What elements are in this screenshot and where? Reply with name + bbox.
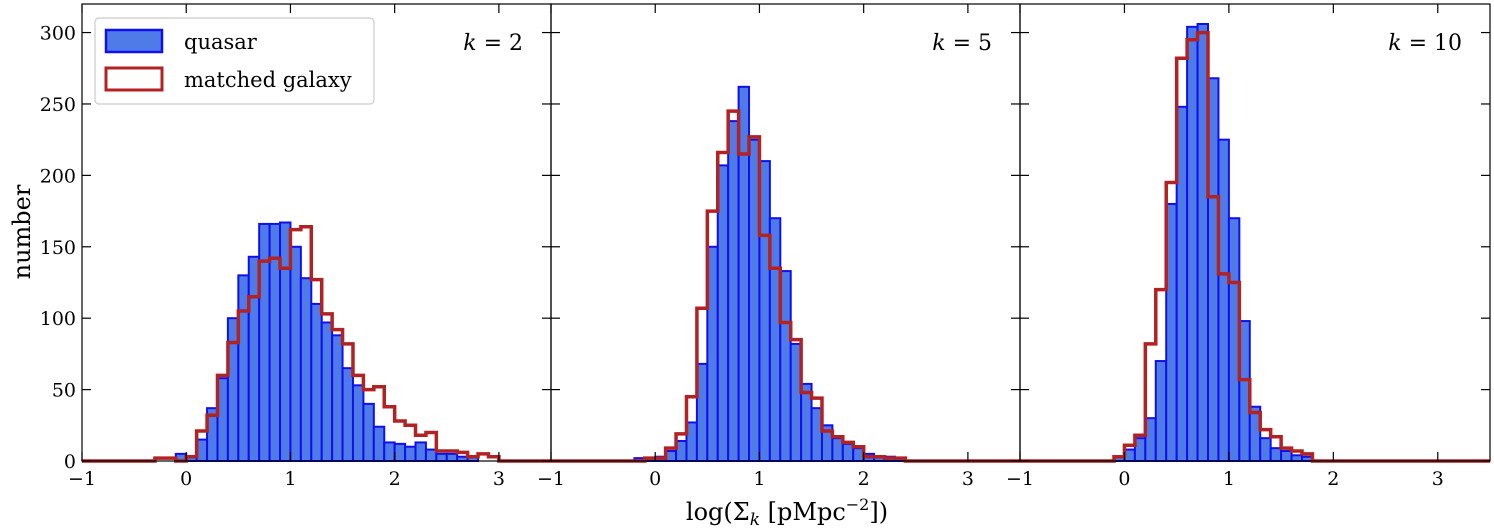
y-tick-label: 100 [40, 308, 76, 330]
legend-swatch-matched-galaxy [104, 66, 164, 92]
panel-label: k = 10 [1388, 31, 1462, 56]
quasar-bar [320, 321, 334, 462]
quasar-bar [289, 245, 302, 462]
quasar-histogram [174, 221, 480, 463]
matched-galaxy-histogram [551, 109, 1020, 463]
x-tick-label: −1 [68, 468, 96, 490]
panel-label-var: k [932, 31, 945, 56]
panel-label-var: k [1388, 31, 1401, 56]
x-axis-title-prefix: log(Σ [686, 498, 750, 526]
quasar-bar [372, 425, 386, 463]
y-axis-title: number [8, 184, 36, 279]
panel-label-value: = 5 [946, 31, 992, 56]
quasar-bar [404, 445, 417, 462]
y-tick-label: 150 [40, 237, 76, 259]
y-tick-label: 0 [64, 451, 76, 473]
quasar-bar [1290, 454, 1303, 463]
legend-label-quasar: quasar [184, 30, 258, 54]
quasar-bar [331, 334, 344, 463]
x-tick-label: 0 [180, 468, 192, 490]
y-tick-label: 200 [40, 165, 76, 187]
x-tick-label: 1 [284, 468, 296, 490]
x-axis-title-sup: −2 [846, 495, 870, 514]
quasar-bar [310, 302, 323, 462]
x-tick-label: 0 [1118, 468, 1130, 490]
x-tick-label: 2 [389, 468, 401, 490]
matched-galaxy-histogram [82, 225, 551, 463]
quasar-bar [383, 441, 396, 463]
x-axis-title-suffix: ]) [869, 498, 888, 526]
quasar-bar [351, 384, 365, 463]
panel-label-value: = 2 [477, 31, 523, 56]
quasar-bar [1259, 437, 1272, 462]
panel-3: −1 0 1 2 3 k = 10 [1006, 3, 1491, 490]
x-axis-title-sub: k [750, 510, 760, 530]
x-tick-label: −1 [1006, 468, 1034, 490]
quasar-histogram [633, 85, 907, 463]
panel-frame [1019, 3, 1491, 462]
quasar-bar [414, 441, 427, 463]
legend-swatch-quasar [104, 28, 164, 54]
x-tick-label: 1 [1223, 468, 1235, 490]
quasar-bar [1154, 360, 1168, 462]
panel-label-value: = 10 [1402, 31, 1462, 56]
legend-frame [94, 17, 375, 105]
quasar-bar [727, 120, 740, 462]
x-tick-label: 0 [649, 468, 661, 490]
quasar-bar [1186, 25, 1199, 462]
matched-galaxy-histogram [1020, 30, 1490, 463]
x-axis-title: log(Σk [pMpc−2]) [686, 495, 888, 530]
quasar-bar [1217, 138, 1230, 462]
quasar-bar [393, 442, 407, 462]
panel-label-var: k [463, 31, 476, 56]
x-tick-label: 1 [753, 468, 765, 490]
panel-label: k = 5 [932, 31, 992, 56]
x-axis-title-mid: [pMpc [760, 498, 846, 526]
quasar-bar [341, 367, 354, 462]
quasar-bar [435, 452, 448, 462]
legend: quasar matched galaxy [94, 17, 375, 105]
y-tick-label: 300 [40, 23, 76, 45]
quasar-histogram [1113, 22, 1314, 463]
y-tick-label: 250 [40, 94, 76, 116]
quasar-bar [299, 277, 313, 463]
quasar-bar [362, 402, 375, 462]
x-tick-label: 2 [858, 468, 870, 490]
y-tick-label: 50 [52, 380, 76, 402]
x-tick-label: 2 [1327, 468, 1339, 490]
quasar-bar [1269, 447, 1283, 463]
x-tick-label: 3 [962, 468, 974, 490]
legend-label-matched-galaxy: matched galaxy [184, 68, 352, 92]
x-tick-label: 3 [493, 468, 505, 490]
quasar-bar [445, 452, 459, 462]
panel-2: −1 0 1 2 3 k = 5 [537, 3, 1021, 490]
panel-label: k = 2 [463, 31, 523, 56]
x-tick-label: −1 [537, 468, 565, 490]
x-tick-label: 3 [1432, 468, 1444, 490]
